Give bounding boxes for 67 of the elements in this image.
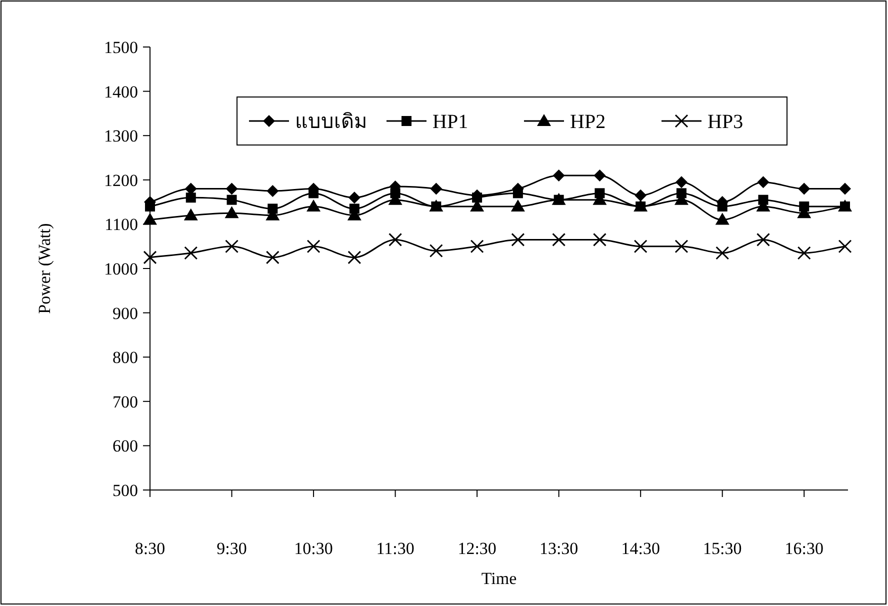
point <box>306 240 320 254</box>
point <box>224 206 239 218</box>
legend-label: HP1 <box>432 111 468 133</box>
point <box>225 240 239 254</box>
y-tick-label: 1200 <box>104 170 138 190</box>
x-tick-label: 11:30 <box>376 539 414 558</box>
x-tick-label: 12:30 <box>458 539 496 558</box>
point <box>266 250 280 264</box>
point <box>184 246 198 260</box>
point <box>757 176 770 188</box>
y-tick-label: 1500 <box>104 38 138 57</box>
point <box>594 169 606 182</box>
x-tick-label: 9:30 <box>216 539 247 558</box>
point <box>798 182 810 195</box>
x-axis-title: Time <box>481 569 517 588</box>
y-tick-label: 800 <box>112 348 138 368</box>
point <box>510 199 525 212</box>
point <box>674 240 688 254</box>
point <box>143 212 157 225</box>
point <box>430 182 442 195</box>
y-axis-title: Power (Watt) <box>35 223 54 314</box>
point <box>716 246 730 260</box>
x-tick-label: 14:30 <box>621 539 660 558</box>
point <box>634 240 648 254</box>
point <box>226 194 237 205</box>
x-tick-label: 16:30 <box>784 539 824 558</box>
point <box>839 182 851 195</box>
point <box>675 176 688 188</box>
point <box>388 232 402 246</box>
point <box>512 188 523 198</box>
y-tick-label: 700 <box>112 392 138 412</box>
point <box>226 182 238 195</box>
point <box>797 246 811 260</box>
point <box>715 212 730 225</box>
point <box>429 244 443 258</box>
point <box>634 189 647 202</box>
point <box>552 169 565 182</box>
point <box>470 240 484 254</box>
y-tick-label: 1000 <box>104 260 138 278</box>
legend-label: แบบเดิม <box>295 111 367 133</box>
x-tick-label: 13:30 <box>539 539 578 558</box>
point <box>184 208 198 220</box>
point <box>756 232 770 246</box>
point <box>511 232 525 246</box>
x-tick-label: 15:30 <box>702 539 742 558</box>
y-tick-label: 900 <box>112 304 138 323</box>
point <box>552 232 566 246</box>
point <box>592 232 606 246</box>
y-tick-label: 600 <box>112 436 138 456</box>
y-tick-label: 500 <box>112 481 138 500</box>
point <box>308 188 319 198</box>
y-tick-label: 1400 <box>104 82 138 102</box>
point <box>838 240 852 254</box>
x-tick-label: 10:30 <box>294 539 333 558</box>
point <box>143 250 157 264</box>
point <box>348 250 362 264</box>
point <box>306 199 321 212</box>
point <box>348 192 360 204</box>
point <box>186 192 196 203</box>
legend-label: HP2 <box>570 111 606 133</box>
point <box>266 184 279 197</box>
x-tick-label: 8:30 <box>134 539 166 558</box>
y-tick-label: 1100 <box>104 215 138 234</box>
legend-label: HP3 <box>708 111 744 133</box>
point <box>472 192 482 203</box>
point <box>717 201 728 212</box>
y-tick-label: 1300 <box>104 126 138 146</box>
